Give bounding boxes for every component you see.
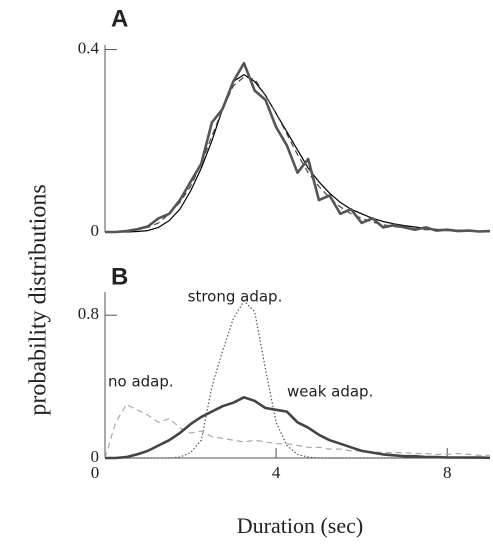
series-line — [105, 61, 491, 234]
y-tick-label: 0 — [91, 447, 100, 466]
x-tick-label: 4 — [272, 463, 281, 482]
x-tick-label: 0 — [91, 463, 100, 482]
series-line — [105, 76, 490, 233]
y-axis-label: probability distributions — [26, 184, 52, 415]
series-line — [104, 403, 490, 459]
annotation: strong adap. — [188, 288, 283, 306]
x-axis-label: Duration (sec) — [237, 513, 363, 538]
y-tick-label: 0.8 — [78, 304, 99, 323]
x-tick-label: 8 — [443, 463, 452, 482]
panel-label: B — [111, 263, 128, 290]
annotation: weak adap. — [287, 383, 373, 401]
panel-label: A — [111, 5, 128, 32]
y-tick-label: 0.4 — [78, 38, 100, 57]
series-line — [105, 395, 491, 460]
series-line — [105, 300, 490, 459]
annotation: no adap. — [108, 373, 174, 391]
y-tick-label: 0 — [91, 221, 100, 240]
